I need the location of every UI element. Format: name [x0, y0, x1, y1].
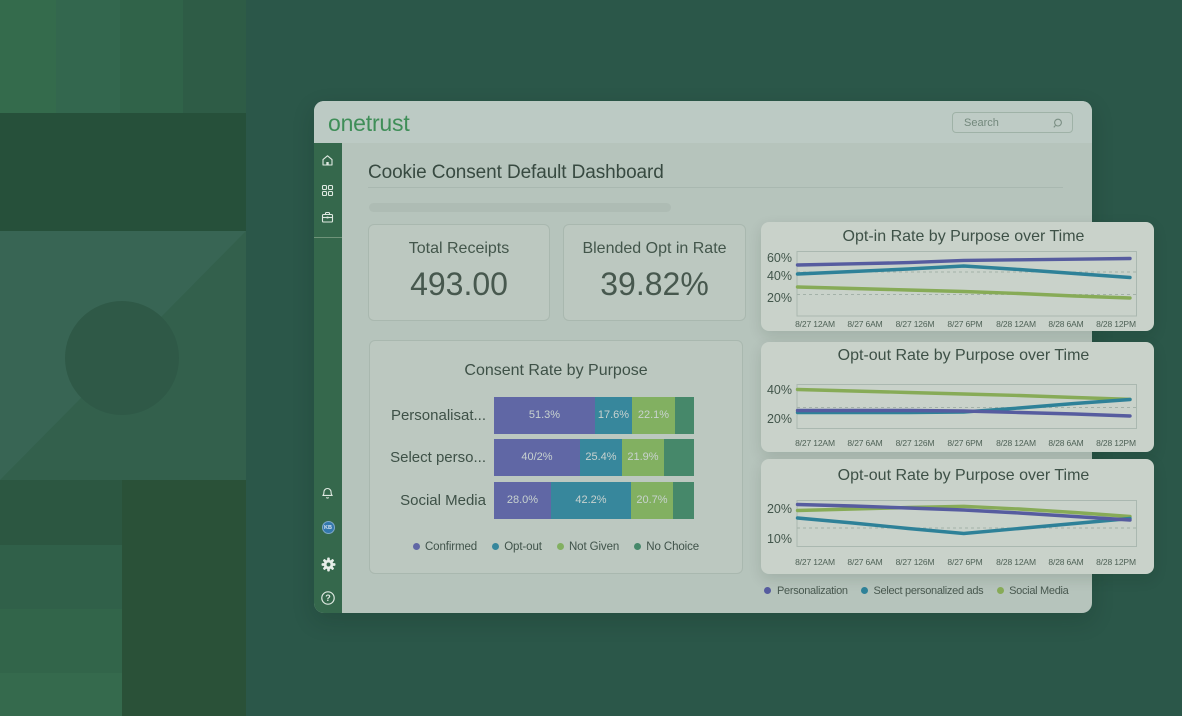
svg-text:?: ?: [325, 593, 331, 603]
